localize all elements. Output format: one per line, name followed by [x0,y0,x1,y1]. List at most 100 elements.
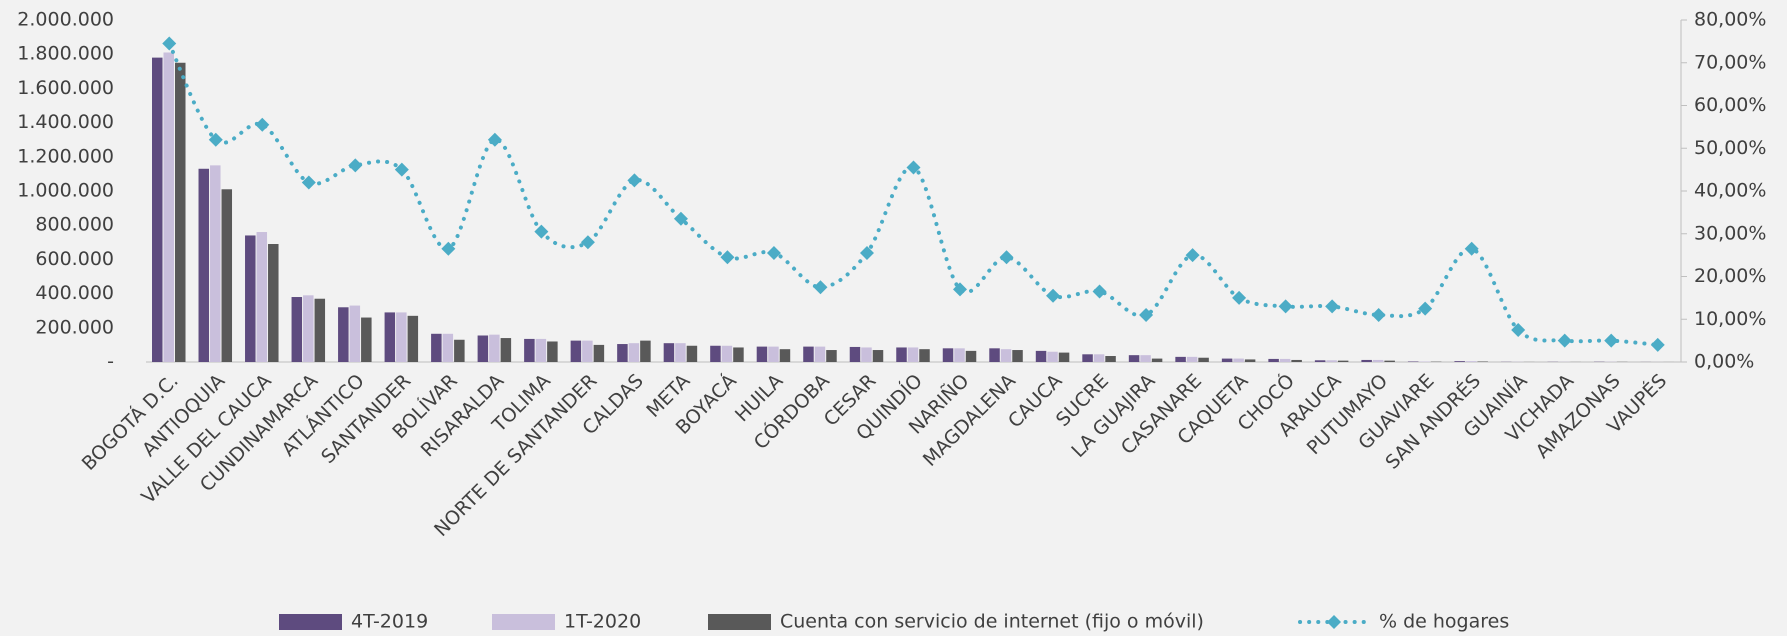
bar [710,345,721,362]
bar [500,338,512,362]
bar [1372,359,1384,362]
y-tick-label: 200.000 [35,316,114,338]
bar [384,312,396,362]
bar [291,297,303,362]
bar [1244,359,1256,362]
y-tick-label: 2.000.000 [17,9,114,31]
bar [1279,358,1291,362]
bar [919,349,930,362]
bar [361,317,372,362]
line-marker [394,162,409,177]
bar [535,338,547,362]
bar [314,298,326,362]
line-marker [301,175,316,190]
line-marker [487,132,502,147]
line-marker [906,160,921,175]
bar [1407,361,1419,362]
line-marker [766,245,781,260]
y-tick-label: 1.000.000 [17,180,114,202]
bar [1035,350,1047,362]
line-marker [1092,284,1107,299]
line-marker [534,224,549,239]
bar [1326,360,1337,362]
line-marker [1557,333,1572,348]
bar [245,235,256,362]
legend-swatch [279,614,342,630]
bar [1012,350,1023,362]
y-tick-label: 1.600.000 [17,77,114,99]
y-tick-label: 1.200.000 [17,145,114,167]
bar [442,333,454,362]
bar [733,347,744,362]
line-marker [627,173,642,188]
bar [686,345,698,362]
bar [221,189,233,362]
bar [593,344,605,362]
line-marker [208,132,223,147]
legend-label: 1T-2020 [564,611,641,633]
line-marker [1650,337,1665,352]
line-marker [953,282,968,297]
y-tick-label: 800.000 [35,214,114,236]
bar [1175,356,1186,362]
bar [1128,355,1140,362]
bar [861,347,872,362]
bar [872,350,884,362]
bar [803,346,814,362]
bar [338,307,349,362]
bar [1082,354,1093,362]
y2-tick-label: 70,00% [1694,51,1766,73]
line-marker [348,158,363,173]
bar [407,315,419,362]
bar [896,347,907,362]
bar [175,62,186,362]
bar [489,334,500,362]
line-marker [162,36,177,51]
bar [1047,351,1058,362]
bar [477,335,489,362]
bar [942,348,954,362]
line-marker [1278,299,1293,314]
line-marker [1418,301,1433,316]
bar [1384,360,1395,362]
bar [268,244,279,362]
line [167,41,1660,347]
bar [1314,360,1326,362]
line-marker [255,117,270,132]
bar [1221,358,1233,362]
bar [303,295,314,362]
bar [570,340,582,362]
bar [1477,361,1488,362]
bar [640,340,651,362]
y-tick-label: 1.800.000 [17,43,114,65]
bar [1361,359,1372,362]
bar [1454,361,1465,362]
bar [163,52,175,363]
line-marker [1511,322,1526,337]
y2-tick-label: 40,00% [1694,180,1766,202]
legend-label: Cuenta con servicio de internet (fijo o … [780,611,1204,633]
bar [349,305,361,362]
line-marker [1139,307,1154,322]
y2-tick-label: 0,00% [1694,351,1754,373]
bar [547,341,558,362]
y2-tick-label: 60,00% [1694,94,1766,116]
y2-tick-label: 80,00% [1694,9,1766,31]
bar [849,346,861,362]
bar [663,343,675,362]
legend-swatch [492,614,555,630]
bar [814,346,826,362]
y2-tick-label: 10,00% [1694,308,1766,330]
legend-swatch [708,614,771,630]
bar [989,348,1000,362]
bar [524,338,535,362]
y-tick-label: 600.000 [35,248,114,270]
line-marker [441,241,456,256]
line-marker [1604,333,1619,348]
bar [779,349,791,362]
bar [256,232,268,362]
bar [1151,358,1163,362]
line-marker [1232,290,1247,305]
legend-label: % de hogares [1379,611,1509,633]
bar [965,350,977,362]
